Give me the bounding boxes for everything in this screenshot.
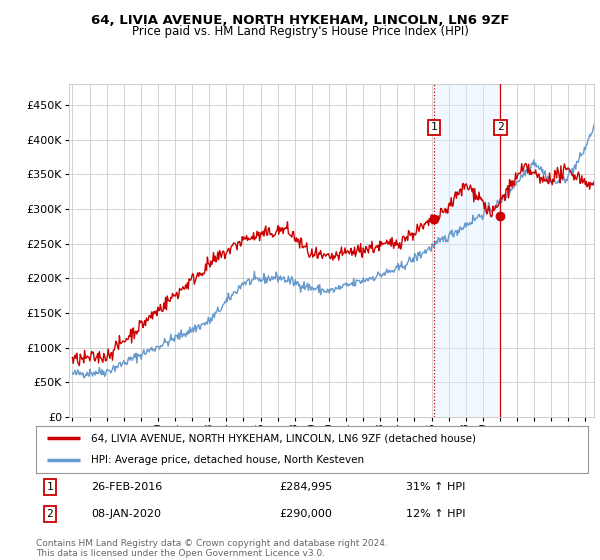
Text: 1: 1 (431, 122, 437, 132)
Text: £284,995: £284,995 (279, 482, 332, 492)
Text: Price paid vs. HM Land Registry's House Price Index (HPI): Price paid vs. HM Land Registry's House … (131, 25, 469, 38)
Text: 64, LIVIA AVENUE, NORTH HYKEHAM, LINCOLN, LN6 9ZF: 64, LIVIA AVENUE, NORTH HYKEHAM, LINCOLN… (91, 14, 509, 27)
Text: 2: 2 (46, 509, 53, 519)
Text: Contains HM Land Registry data © Crown copyright and database right 2024.
This d: Contains HM Land Registry data © Crown c… (36, 539, 388, 558)
Text: 31% ↑ HPI: 31% ↑ HPI (406, 482, 465, 492)
Bar (434, 84, 500, 417)
Text: 64, LIVIA AVENUE, NORTH HYKEHAM, LINCOLN, LN6 9ZF (detached house): 64, LIVIA AVENUE, NORTH HYKEHAM, LINCOLN… (91, 433, 476, 444)
Text: 26-FEB-2016: 26-FEB-2016 (91, 482, 163, 492)
Text: HPI: Average price, detached house, North Kesteven: HPI: Average price, detached house, Nort… (91, 455, 364, 465)
Text: 12% ↑ HPI: 12% ↑ HPI (406, 509, 466, 519)
Text: 08-JAN-2020: 08-JAN-2020 (91, 509, 161, 519)
Text: 1: 1 (46, 482, 53, 492)
Text: 2: 2 (497, 122, 504, 132)
Text: £290,000: £290,000 (279, 509, 332, 519)
